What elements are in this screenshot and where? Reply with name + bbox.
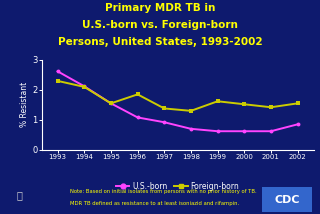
Text: Primary MDR TB in: Primary MDR TB in — [105, 3, 215, 13]
Y-axis label: % Resistant: % Resistant — [20, 82, 29, 128]
Legend: U.S.-born, Foreign-born: U.S.-born, Foreign-born — [113, 179, 243, 194]
Text: Persons, United States, 1993-2002: Persons, United States, 1993-2002 — [58, 37, 262, 48]
Text: Note: Based on initial isolates from persons with no prior history of TB.: Note: Based on initial isolates from per… — [70, 189, 257, 194]
Text: U.S.-born vs. Foreign-born: U.S.-born vs. Foreign-born — [82, 20, 238, 30]
Text: MDR TB defined as resistance to at least isoniazid and rifampin.: MDR TB defined as resistance to at least… — [70, 201, 240, 206]
Text: CDC: CDC — [275, 195, 300, 205]
Text: 🦅: 🦅 — [16, 190, 22, 200]
